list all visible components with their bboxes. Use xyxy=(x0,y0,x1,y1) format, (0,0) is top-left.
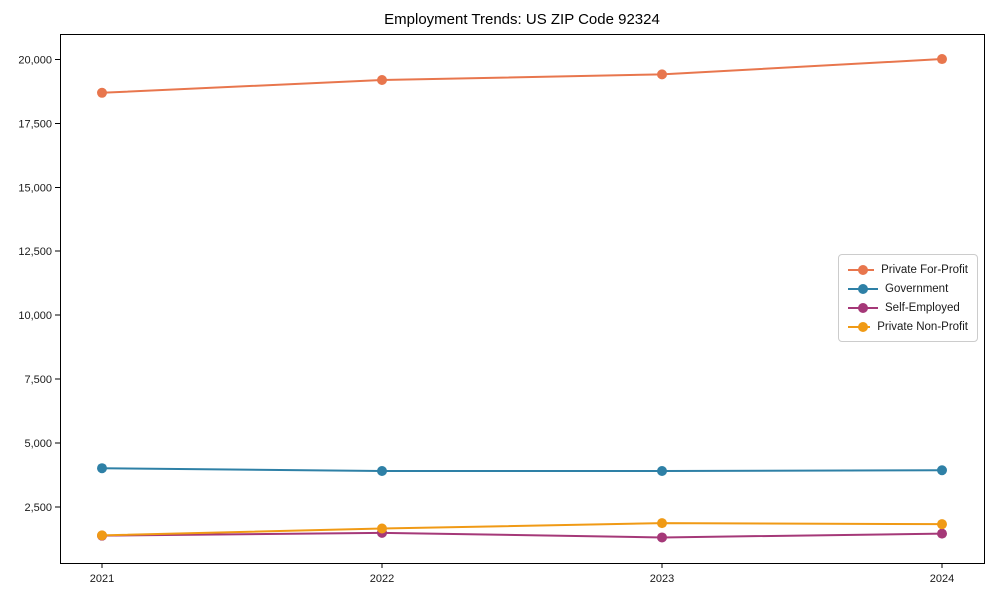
data-point xyxy=(97,87,107,98)
legend-line-marker-icon xyxy=(848,321,871,332)
chart-title: Employment Trends: US ZIP Code 92324 xyxy=(384,11,660,28)
legend-line-marker-icon xyxy=(848,302,878,313)
data-point xyxy=(937,465,947,476)
legend-item: Private Non-Profit xyxy=(848,321,968,333)
legend-item: Self-Employed xyxy=(848,302,968,314)
y-tick-label: 5,000 xyxy=(24,438,52,450)
legend-label: Government xyxy=(885,282,949,295)
series-line-2 xyxy=(101,531,943,539)
data-point xyxy=(377,75,387,85)
data-point xyxy=(937,519,947,530)
data-point xyxy=(657,69,667,80)
y-tick-label: 15,000 xyxy=(18,182,52,194)
y-tick-label: 10,000 xyxy=(18,310,52,322)
legend: Private For-Profit Government Self-Employe… xyxy=(838,254,978,342)
plot-frame xyxy=(60,34,985,564)
data-point xyxy=(657,466,667,476)
legend-label: Private Non-Profit xyxy=(877,320,968,333)
series-line-3 xyxy=(101,522,943,537)
data-point xyxy=(937,528,947,539)
legend-item: Government xyxy=(848,283,968,295)
y-tick-label: 7,500 xyxy=(24,374,52,386)
data-point xyxy=(377,466,387,476)
data-point xyxy=(97,530,107,541)
x-tick-label: 2022 xyxy=(370,573,394,585)
data-point xyxy=(657,518,667,529)
x-tick-label: 2021 xyxy=(90,573,114,585)
y-tick-label: 2,500 xyxy=(24,502,52,514)
y-tick-label: 17,500 xyxy=(18,118,52,130)
x-tick-label: 2023 xyxy=(650,573,674,585)
data-point xyxy=(377,523,387,534)
legend-label: Private For-Profit xyxy=(881,263,968,276)
y-tick-label: 12,500 xyxy=(18,246,52,258)
legend-item: Private For-Profit xyxy=(848,264,968,276)
y-tick-label: 20,000 xyxy=(18,55,52,67)
data-point xyxy=(937,54,947,65)
series-line-1 xyxy=(101,467,943,472)
data-point xyxy=(97,463,107,474)
series-line-0 xyxy=(101,58,943,94)
x-tick-label: 2024 xyxy=(930,573,954,585)
data-point xyxy=(657,532,667,543)
legend-line-marker-icon xyxy=(848,264,875,275)
legend-label: Self-Employed xyxy=(885,301,960,314)
legend-line-marker-icon xyxy=(848,283,878,294)
